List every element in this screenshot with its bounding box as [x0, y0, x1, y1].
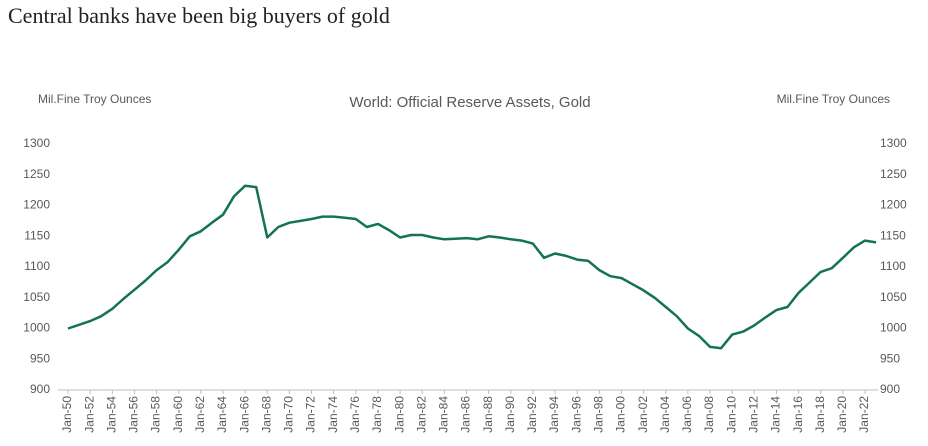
y2-tick-label: 1050 — [880, 290, 907, 304]
x-tick-label: Jan-88 — [481, 396, 495, 433]
y-tick-label: 1150 — [24, 228, 50, 242]
x-tick-label: Jan-62 — [193, 396, 207, 433]
y-tick-label: 950 — [30, 351, 50, 365]
x-tick-label: Jan-68 — [259, 396, 273, 433]
x-tick-label: Jan-12 — [746, 396, 760, 433]
y2-axis-label: Mil.Fine Troy Ounces — [777, 92, 890, 106]
x-tick-label: Jan-02 — [636, 396, 650, 433]
y-tick-label: 900 — [30, 382, 50, 396]
y2-tick-label: 1150 — [880, 228, 906, 242]
x-tick-label: Jan-56 — [127, 396, 141, 433]
y-tick-label: 1000 — [23, 321, 50, 335]
x-tick-label: Jan-70 — [282, 396, 296, 433]
y-tick-label: 1300 — [23, 136, 50, 150]
x-tick-label: Jan-78 — [370, 396, 384, 433]
y2-tick-label: 1200 — [880, 198, 907, 212]
y2-tick-label: 1000 — [880, 321, 907, 335]
x-tick-label: Jan-72 — [304, 396, 318, 433]
x-tick-label: Jan-54 — [104, 396, 118, 433]
x-tick-label: Jan-16 — [791, 396, 805, 433]
x-tick-label: Jan-60 — [171, 396, 185, 433]
x-tick-label: Jan-86 — [459, 396, 473, 433]
x-tick-label: Jan-18 — [813, 396, 827, 433]
x-tick-label: Jan-66 — [237, 396, 251, 433]
y2-tick-label: 950 — [880, 351, 900, 365]
y-tick-label: 1100 — [24, 259, 50, 273]
x-tick-label: Jan-94 — [547, 396, 561, 433]
x-tick-label: Jan-74 — [326, 396, 340, 433]
x-tick-label: Jan-96 — [569, 396, 583, 433]
x-tick-label: Jan-50 — [60, 396, 74, 433]
x-tick-label: Jan-22 — [857, 396, 871, 433]
x-tick-label: Jan-92 — [525, 396, 539, 433]
x-tick-label: Jan-08 — [702, 396, 716, 433]
x-tick-label: Jan-80 — [392, 396, 406, 433]
x-tick-label: Jan-52 — [82, 396, 96, 433]
x-tick-label: Jan-14 — [769, 396, 783, 433]
y-tick-label: 1250 — [23, 167, 50, 181]
y2-tick-label: 1250 — [880, 167, 907, 181]
x-tick-label: Jan-06 — [680, 396, 694, 433]
y-axis-label: Mil.Fine Troy Ounces — [38, 92, 151, 106]
y-tick-label: 1050 — [23, 290, 50, 304]
y2-tick-label: 1100 — [880, 259, 906, 273]
x-tick-label: Jan-20 — [835, 396, 849, 433]
x-tick-label: Jan-00 — [614, 396, 628, 433]
x-tick-label: Jan-82 — [414, 396, 428, 433]
x-tick-label: Jan-98 — [592, 396, 606, 433]
x-tick-label: Jan-04 — [658, 396, 672, 433]
x-tick-label: Jan-64 — [215, 396, 229, 433]
y2-tick-label: 900 — [880, 382, 900, 396]
y2-tick-label: 1300 — [880, 136, 907, 150]
x-tick-label: Jan-10 — [724, 396, 738, 433]
y-tick-label: 1200 — [23, 198, 50, 212]
x-tick-label: Jan-90 — [503, 396, 517, 433]
chart-title: Central banks have been big buyers of go… — [8, 3, 390, 28]
x-tick-label: Jan-84 — [437, 396, 451, 433]
data-line — [67, 184, 877, 350]
chart-subtitle: World: Official Reserve Assets, Gold — [349, 94, 590, 111]
x-tick-label: Jan-76 — [348, 396, 362, 433]
x-tick-label: Jan-58 — [149, 396, 163, 433]
